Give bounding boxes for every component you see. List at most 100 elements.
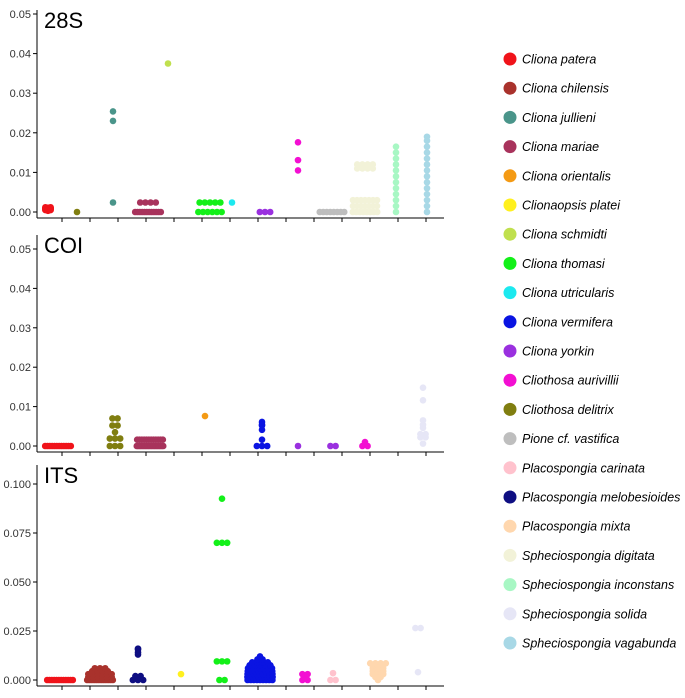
legend-marker [503,519,517,533]
data-point [147,199,154,206]
data-point [217,199,224,206]
data-point [258,442,266,450]
y-tick-label: 0.02 [10,128,31,140]
panel-title: ITS [44,463,78,488]
legend-marker [503,432,517,446]
y-tick-label: 0.000 [3,675,31,687]
data-point [266,208,274,216]
legend-label: Cliothosa aurivillii [522,374,620,388]
legend-marker [503,315,517,329]
data-point [196,199,203,206]
data-point [414,668,422,676]
data-point [423,196,431,204]
legend-marker [503,636,517,650]
data-point [417,434,424,441]
data-point [114,422,121,429]
data-point [423,173,431,180]
legend-label: Cliona jullieni [522,111,597,125]
data-point [423,179,431,186]
data-point [213,208,221,216]
data-point [353,161,361,168]
data-point [109,108,117,115]
y-tick-label: 0.050 [3,577,31,589]
data-point [256,208,264,216]
data-point [294,167,302,174]
data-point [373,208,381,216]
data-point [157,208,165,216]
legend-label: Clionaopsis platei [522,199,621,213]
data-point [142,199,149,206]
data-point [69,676,77,684]
data-point [218,539,226,547]
legend-marker [503,344,517,358]
data-point [213,658,221,665]
data-point [423,167,431,174]
y-tick-label: 0.075 [3,528,31,540]
y-tick-label: 0.05 [10,244,31,256]
data-point [419,384,427,391]
data-point [139,676,147,684]
legend-marker [503,461,517,475]
data-point [392,184,400,192]
data-point [423,155,431,162]
data-point [359,161,366,168]
y-tick-label: 0.04 [10,49,31,61]
data-point [392,196,400,204]
legend-label: Spheciospongia digitata [522,549,655,563]
data-point [134,676,142,684]
legend-label: Cliona vermifera [522,315,613,329]
data-point [67,442,75,450]
data-point [373,202,381,210]
data-point [223,539,231,547]
data-point [392,190,400,198]
data-point [248,659,256,666]
data-point [253,442,261,450]
data-point [111,435,119,442]
data-point [109,199,117,206]
data-point [201,199,209,206]
data-point [340,208,348,216]
data-point [392,208,400,216]
y-tick-label: 0.01 [10,167,31,179]
data-point [366,660,374,667]
data-point [423,190,431,198]
data-point [111,442,119,450]
data-point [423,133,431,141]
data-point [392,202,400,210]
data-point [216,676,223,684]
data-point [327,442,334,450]
y-tick-label: 0.03 [10,323,31,335]
data-point [134,651,142,658]
data-point [201,412,209,420]
legend-label: Placospongia mixta [522,520,630,534]
data-point [111,428,119,436]
data-point [361,438,369,446]
data-point [218,495,226,503]
legend-marker [503,490,517,504]
legend-marker [503,140,517,154]
legend-label: Cliona yorkin [522,345,594,359]
legend-label: Cliona schmidti [522,228,608,242]
data-point [373,196,381,204]
legend-label: Cliona utricularis [522,286,614,300]
legend-marker [503,81,517,95]
y-tick-label: 0.03 [10,88,31,100]
data-point [423,184,431,192]
data-point [209,208,216,216]
data-point [164,60,172,67]
data-point [109,117,117,125]
legend-label: Cliothosa delitrix [522,403,614,417]
legend-label: Pione cf. vastifica [522,432,619,446]
data-point [258,436,266,443]
data-point [364,161,371,168]
data-point [256,653,264,660]
data-point [304,670,311,678]
data-point [372,660,379,667]
y-tick-label: 0.01 [10,402,31,414]
data-point [129,676,137,684]
data-point [152,199,160,206]
y-tick-label: 0.00 [10,441,31,453]
data-point [412,624,419,632]
